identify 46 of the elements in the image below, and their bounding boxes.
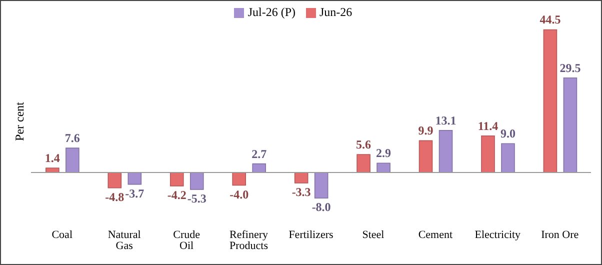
bar <box>170 172 184 186</box>
x-tick-label: Coal <box>52 228 72 241</box>
bar <box>252 163 266 173</box>
x-tick-label: Refinery Products <box>230 228 269 252</box>
legend-label: Jun-26 <box>320 5 352 19</box>
legend-label: Jul-26 (P) <box>248 5 296 19</box>
data-label: 29.5 <box>560 60 581 75</box>
data-label: -8.0 <box>312 200 331 214</box>
y-axis-title: Per cent <box>12 101 26 141</box>
bar <box>108 172 122 188</box>
bar <box>294 172 308 184</box>
bar <box>356 154 370 173</box>
data-label: 11.4 <box>478 118 498 133</box>
data-label: 1.4 <box>44 150 60 165</box>
x-tick-label: Natural Gas <box>108 228 141 252</box>
x-tick-label: Fertilizers <box>288 228 334 241</box>
data-label: 13.1 <box>435 113 456 128</box>
bar <box>314 172 328 199</box>
data-label: 44.5 <box>540 12 561 27</box>
data-label: -4.2 <box>167 188 186 202</box>
data-label: -3.7 <box>125 186 144 200</box>
data-label: -4.8 <box>105 190 124 204</box>
x-tick-label: Crude Oil <box>173 228 200 252</box>
bar <box>501 143 515 173</box>
bar <box>481 135 495 173</box>
data-label: 7.6 <box>64 131 80 146</box>
bar <box>66 148 80 173</box>
data-label: 9.0 <box>500 126 516 141</box>
bar <box>563 77 578 173</box>
x-tick-label: Cement <box>418 228 453 241</box>
bar <box>438 130 453 173</box>
data-label: 2.7 <box>252 146 267 161</box>
x-tick-label: Iron Ore <box>541 228 579 241</box>
data-label: 5.6 <box>356 137 372 152</box>
x-tick-label: Electricity <box>474 228 522 241</box>
bar <box>418 140 433 173</box>
data-label: -5.3 <box>187 191 206 206</box>
x-tick-label: Steel <box>362 228 384 241</box>
bar <box>376 162 390 173</box>
bar <box>232 172 246 186</box>
bar <box>190 172 204 190</box>
data-label: 2.9 <box>376 146 392 160</box>
data-label: 9.9 <box>418 124 434 138</box>
data-label: -4.0 <box>230 187 249 202</box>
bar <box>543 29 558 173</box>
data-label: -3.3 <box>292 185 311 200</box>
